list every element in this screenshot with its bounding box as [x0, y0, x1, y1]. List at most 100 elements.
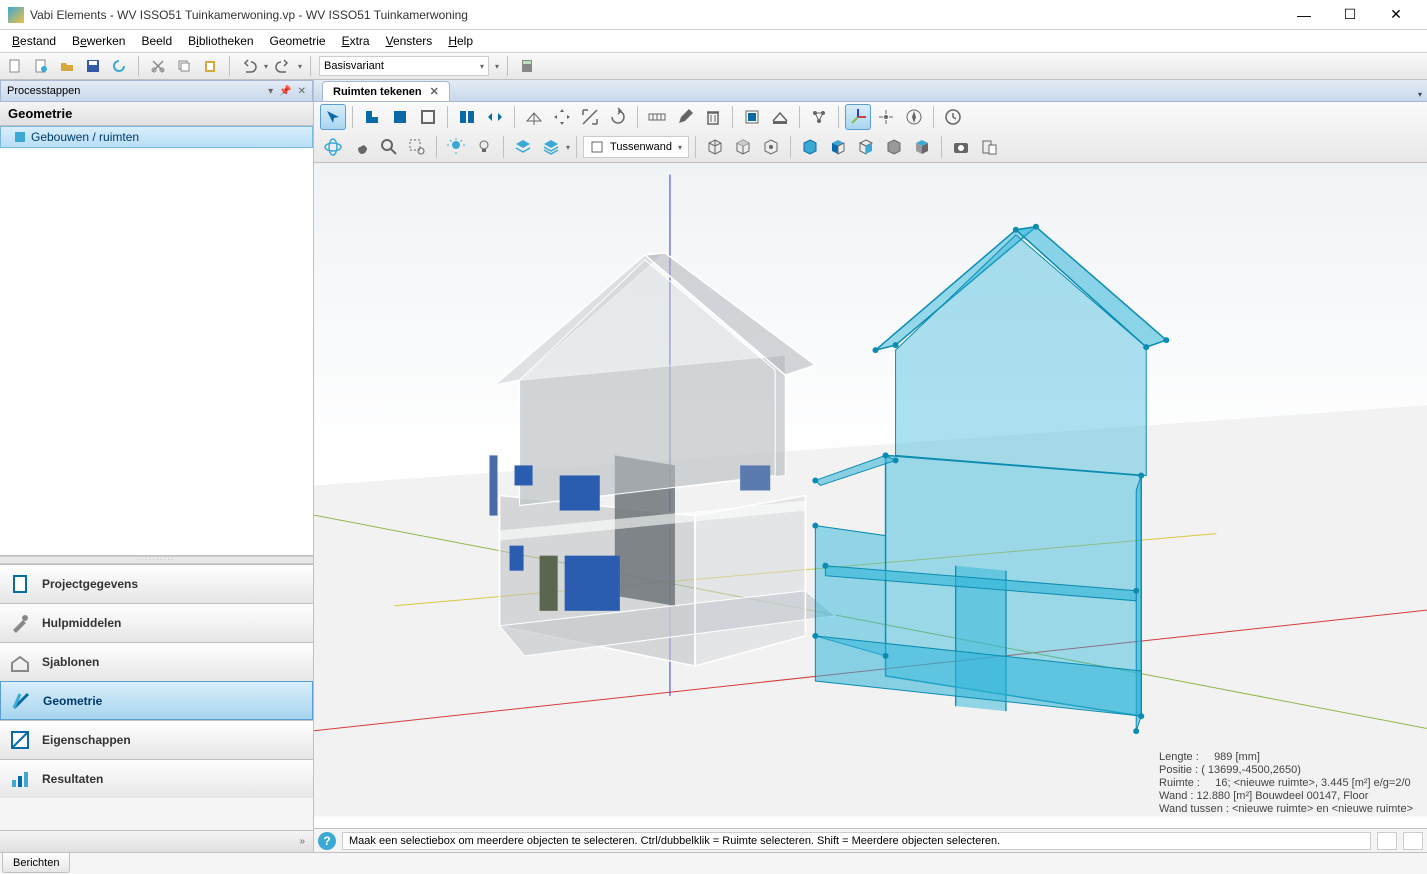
shape-l-icon[interactable] [359, 104, 385, 130]
pan-icon[interactable] [348, 134, 374, 160]
measure-icon[interactable] [644, 104, 670, 130]
cube-blue2-icon[interactable] [825, 134, 851, 160]
cut-icon[interactable] [147, 55, 169, 77]
save-icon[interactable] [82, 55, 104, 77]
menu-bibliotheken[interactable]: Bibliotheken [180, 32, 261, 50]
help-icon[interactable]: ? [318, 832, 336, 850]
left-panel: Processtappen ▾ 📌 ✕ Geometrie Gebouwen /… [0, 80, 314, 852]
orbit-icon[interactable] [320, 134, 346, 160]
mirror-h-icon[interactable] [454, 104, 480, 130]
new-from-icon[interactable] [30, 55, 52, 77]
nav-label: Sjablonen [42, 655, 99, 669]
nav-eigenschappen[interactable]: Eigenschappen [0, 720, 313, 759]
shape-outline-icon[interactable] [415, 104, 441, 130]
menu-beeld[interactable]: Beeld [133, 32, 180, 50]
tree: Gebouwen / ruimten [0, 126, 313, 556]
cube3-icon[interactable] [758, 134, 784, 160]
redo-icon[interactable] [272, 55, 294, 77]
window-icon[interactable] [739, 104, 765, 130]
panel-close-icon[interactable]: ✕ [298, 86, 306, 97]
camera-icon[interactable] [948, 134, 974, 160]
close-button[interactable]: ✕ [1373, 0, 1419, 30]
minimize-button[interactable]: — [1281, 0, 1327, 30]
tree-item-gebouwen[interactable]: Gebouwen / ruimten [0, 126, 313, 148]
tab-close-icon[interactable]: ✕ [430, 85, 439, 98]
cube2-icon[interactable] [730, 134, 756, 160]
light-on-icon[interactable] [443, 134, 469, 160]
nav-label: Geometrie [43, 694, 102, 708]
panel-menu-icon[interactable]: ▾ [268, 86, 273, 97]
light-off-icon[interactable] [471, 134, 497, 160]
house-gray [489, 253, 835, 666]
geometry-icon [9, 689, 33, 713]
menu-bewerken[interactable]: Bewerken [64, 32, 133, 50]
cube-mixed-icon[interactable] [909, 134, 935, 160]
layer-icon[interactable] [510, 134, 536, 160]
expand-chevrons-icon[interactable]: » [299, 836, 305, 847]
delete-icon[interactable] [700, 104, 726, 130]
new-icon[interactable] [4, 55, 26, 77]
cube-gray1-icon[interactable] [881, 134, 907, 160]
variant-select[interactable]: Basisvariant ▾ [319, 56, 489, 76]
cube-blue3-icon[interactable] [853, 134, 879, 160]
viewport[interactable]: Lengte : 989 [mm] Positie : ( 13699,-450… [314, 163, 1427, 828]
splitter-grip[interactable]: ∙∙∙∙∙∙∙∙∙∙ [0, 556, 313, 564]
nav-geometrie[interactable]: Geometrie [0, 681, 313, 720]
status-box-1 [1377, 832, 1397, 850]
tab-ruimten-tekenen[interactable]: Ruimten tekenen ✕ [322, 81, 450, 101]
nav-projectgegevens[interactable]: Projectgegevens [0, 564, 313, 603]
layer2-icon[interactable] [538, 134, 564, 160]
nav-sjablonen[interactable]: Sjablonen [0, 642, 313, 681]
variant-label: Basisvariant [324, 60, 384, 72]
canvas-toolbars: ▾ Tussenwand ▾ [314, 102, 1427, 163]
bottombar: Berichten [0, 852, 1427, 874]
nav-hulpmiddelen[interactable]: Hulpmiddelen [0, 603, 313, 642]
main-toolbar: ▾ ▾ Basisvariant ▾ ▾ [0, 52, 1427, 80]
export-icon[interactable] [976, 134, 1002, 160]
scale-icon[interactable] [577, 104, 603, 130]
cube1-icon[interactable] [702, 134, 728, 160]
calculator-icon[interactable] [516, 55, 538, 77]
open-icon[interactable] [56, 55, 78, 77]
berichten-tab[interactable]: Berichten [2, 853, 70, 873]
status-text: Maak een selectiebox om meerdere objecte… [342, 832, 1371, 850]
roof-icon[interactable] [767, 104, 793, 130]
maximize-button[interactable]: ☐ [1327, 0, 1373, 30]
nav-label: Resultaten [42, 772, 103, 786]
nav-resultaten[interactable]: Resultaten [0, 759, 313, 798]
app-icon [8, 7, 24, 23]
menu-geometrie[interactable]: Geometrie [262, 32, 334, 50]
section-title: Geometrie [0, 102, 313, 126]
compass-icon[interactable] [901, 104, 927, 130]
node-icon[interactable] [806, 104, 832, 130]
nav-label: Projectgegevens [42, 577, 138, 591]
shape-rect-icon[interactable] [387, 104, 413, 130]
edit-icon[interactable] [672, 104, 698, 130]
tab-dropdown-icon[interactable]: ▾ [1413, 87, 1427, 101]
axis-toggle-icon[interactable] [845, 104, 871, 130]
clock-icon[interactable] [940, 104, 966, 130]
plane-icon[interactable] [521, 104, 547, 130]
snap-icon[interactable] [873, 104, 899, 130]
undo-icon[interactable] [238, 55, 260, 77]
paste-icon[interactable] [199, 55, 221, 77]
move-icon[interactable] [549, 104, 575, 130]
tab-label: Ruimten tekenen [333, 86, 422, 98]
results-icon [8, 767, 32, 791]
mirror-v-icon[interactable] [482, 104, 508, 130]
menu-bestand[interactable]: Bestand [4, 32, 64, 50]
zoom-region-icon[interactable] [404, 134, 430, 160]
rotate-icon[interactable] [605, 104, 631, 130]
menubar: Bestand Bewerken Beeld Bibliotheken Geom… [0, 30, 1427, 52]
copy-icon[interactable] [173, 55, 195, 77]
panel-pin-icon[interactable]: 📌 [279, 86, 291, 97]
menu-help[interactable]: Help [440, 32, 481, 50]
sync-icon[interactable] [108, 55, 130, 77]
menu-extra[interactable]: Extra [334, 32, 378, 50]
zoom-icon[interactable] [376, 134, 402, 160]
tussenwand-select[interactable]: Tussenwand ▾ [583, 136, 689, 158]
select-tool-icon[interactable] [320, 104, 346, 130]
tree-item-icon [15, 132, 25, 142]
cube-blue1-icon[interactable] [797, 134, 823, 160]
menu-vensters[interactable]: Vensters [378, 32, 441, 50]
